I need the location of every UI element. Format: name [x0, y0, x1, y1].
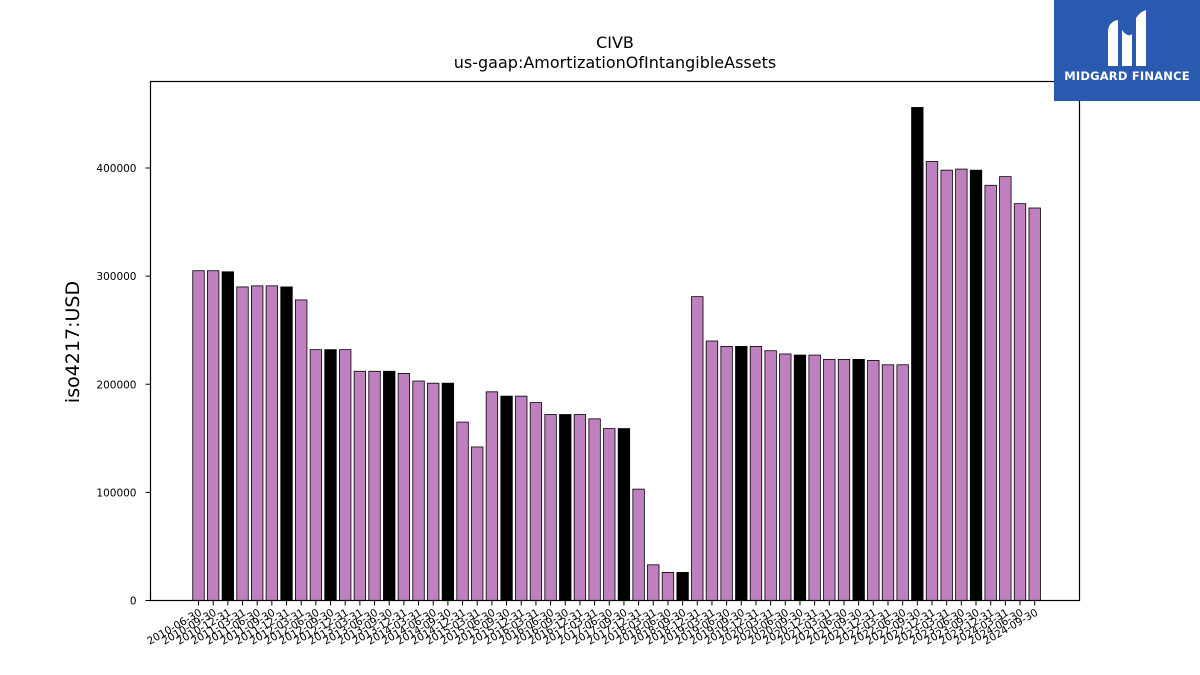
bar	[529, 402, 543, 601]
bar	[617, 428, 631, 601]
bar	[1028, 207, 1041, 601]
bar	[881, 364, 895, 601]
bar	[251, 285, 264, 601]
x-ticks-group: 2010-06-302010-09-302010-12-312011-03-31…	[145, 600, 1040, 648]
bar	[456, 421, 469, 601]
y-tick-label: 300000	[96, 271, 136, 283]
bar	[749, 346, 763, 601]
y-tick-label: 0	[130, 596, 137, 608]
bar	[852, 358, 865, 601]
bar	[969, 169, 983, 601]
bar	[632, 488, 645, 601]
bar	[471, 446, 484, 601]
bar	[793, 354, 807, 601]
bar	[720, 346, 733, 601]
bar	[339, 349, 352, 601]
y-ticks-group: 0 100000 200000 300000 400000	[96, 163, 151, 608]
bar	[485, 391, 499, 601]
bar	[500, 395, 513, 601]
bar	[896, 364, 909, 601]
bar	[999, 176, 1012, 601]
bar	[295, 299, 308, 601]
bar	[837, 358, 851, 601]
bar	[353, 370, 367, 601]
bar	[236, 286, 249, 601]
bar	[441, 382, 455, 601]
bar	[383, 370, 396, 601]
bar	[867, 360, 880, 601]
y-tick-label: 400000	[96, 163, 136, 175]
bar	[735, 346, 748, 601]
bar	[691, 296, 704, 601]
bar	[647, 564, 660, 601]
bar	[265, 285, 279, 601]
bar	[368, 370, 381, 601]
bar	[309, 349, 323, 601]
bar	[984, 184, 997, 601]
chart-subtitle: us-gaap:AmortizationOfIntangibleAssets	[454, 53, 776, 72]
plot-frame	[149, 80, 1081, 602]
bar	[940, 169, 953, 601]
chart-title: CIVB	[596, 33, 634, 52]
bar	[808, 354, 821, 601]
bar	[324, 349, 337, 601]
y-tick-label: 200000	[96, 379, 136, 391]
bar	[515, 395, 528, 601]
bar	[603, 428, 616, 601]
bar	[427, 382, 440, 601]
bar	[221, 271, 234, 601]
bar	[544, 414, 557, 601]
bar	[192, 270, 205, 601]
bar	[397, 373, 411, 601]
y-axis-label: iso4217:USD	[62, 281, 84, 403]
bar	[661, 571, 675, 601]
bar	[911, 107, 924, 601]
y-tick-label: 100000	[96, 487, 136, 499]
bar	[280, 286, 293, 601]
bar	[588, 418, 601, 601]
bar	[955, 168, 968, 601]
bar	[559, 414, 572, 601]
bar	[823, 358, 836, 601]
bar	[925, 161, 939, 601]
midgard-logo-icon	[1108, 10, 1146, 66]
bar	[779, 353, 792, 601]
bars-group	[192, 107, 1041, 601]
bar	[676, 571, 689, 601]
bar	[207, 270, 220, 601]
bar	[412, 380, 425, 601]
bar	[1013, 203, 1027, 601]
bar	[573, 414, 587, 601]
midgard-finance-logo: MIDGARD FINANCE	[1054, 0, 1200, 101]
logo-text: MIDGARD FINANCE	[1064, 69, 1190, 83]
bar	[764, 350, 777, 601]
bar	[705, 340, 719, 601]
